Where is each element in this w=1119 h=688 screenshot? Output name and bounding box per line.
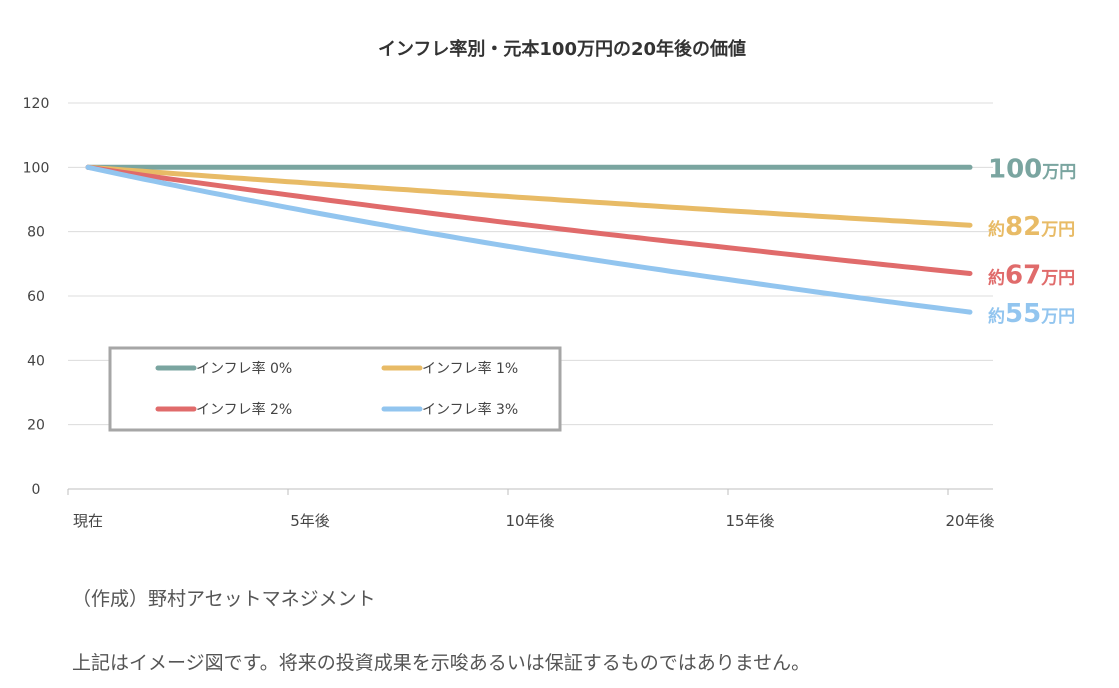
y-tick-label: 100	[23, 160, 50, 176]
y-tick-label: 60	[27, 289, 45, 305]
end-label-0: 100万円	[988, 154, 1076, 184]
y-tick-label: 40	[27, 353, 45, 369]
x-tick-label: 現在	[73, 512, 103, 530]
legend-box	[108, 346, 562, 432]
axes: 0 20 40 60 80 100 120 現在 5年後 10年後 15年後 20年後	[23, 96, 995, 530]
series-line-1	[85, 164, 973, 228]
legend-label-0: インフレ率 0%	[196, 360, 292, 377]
x-tick-label: 10年後	[505, 512, 554, 530]
y-tick-label: 0	[32, 482, 41, 498]
series-line-2	[85, 164, 973, 276]
x-tick-label: 15年後	[725, 512, 774, 530]
legend-label-2: インフレ率 2%	[196, 401, 292, 418]
chart-title: インフレ率別・元本100万円の20年後の価値	[378, 38, 746, 60]
legend-label-1: インフレ率 1%	[422, 360, 518, 377]
x-tick-label: 20年後	[945, 512, 994, 530]
series-lines	[85, 164, 973, 315]
disclaimer-note: 上記はイメージ図です。将来の投資成果を示唆あるいは保証するものではありません。	[72, 652, 811, 674]
source-note: （作成）野村アセットマネジメント	[72, 588, 376, 610]
legend: インフレ率 0% インフレ率 1% インフレ率 2% インフレ率 3%	[108, 346, 562, 432]
series-line-3	[85, 164, 973, 315]
legend-label-3: インフレ率 3%	[422, 401, 518, 418]
end-label-3: 約55万円	[988, 299, 1075, 329]
y-tick-label: 80	[27, 225, 45, 241]
inflation-line-chart: インフレ率別・元本100万円の20年後の価値 0 20 40 60 80 100 120 現在…	[23, 38, 1077, 530]
x-tick-label: 5年後	[290, 512, 330, 530]
y-tick-label: 120	[23, 96, 50, 112]
end-label-1: 約82万円	[988, 212, 1075, 242]
end-label-2: 約67万円	[988, 260, 1075, 290]
y-tick-label: 20	[27, 418, 45, 434]
